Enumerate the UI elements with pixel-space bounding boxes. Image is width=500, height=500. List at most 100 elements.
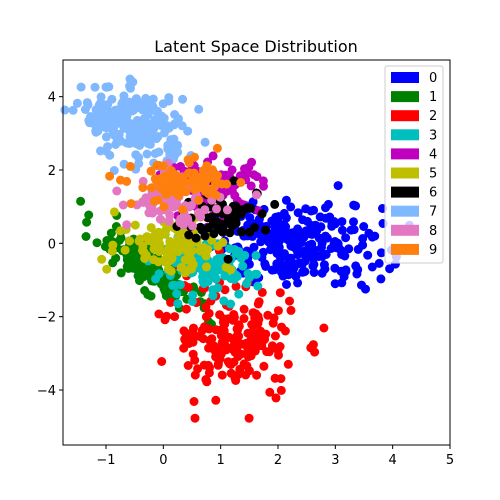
data-point: [219, 296, 229, 306]
data-point: [221, 262, 231, 272]
scatter-points: [60, 74, 414, 423]
data-point: [146, 291, 156, 301]
data-point: [159, 128, 169, 138]
data-point: [116, 268, 126, 278]
data-point: [187, 246, 197, 256]
data-point: [326, 244, 336, 253]
legend-swatch: [391, 224, 419, 236]
data-point: [101, 146, 111, 156]
data-point: [178, 94, 188, 104]
data-point: [138, 183, 148, 193]
data-point: [76, 196, 86, 206]
y-tick-label: −4: [37, 384, 56, 399]
data-point: [193, 364, 203, 374]
data-point: [152, 134, 161, 144]
data-point: [195, 172, 205, 182]
data-point: [376, 248, 386, 258]
data-point: [147, 183, 157, 193]
data-point: [164, 172, 174, 182]
data-point: [133, 120, 143, 130]
data-point: [179, 220, 188, 230]
data-point: [102, 264, 112, 274]
data-point: [174, 189, 184, 199]
data-point: [127, 257, 137, 267]
data-point: [68, 105, 78, 115]
data-point: [135, 234, 145, 244]
data-point: [253, 299, 263, 309]
data-point: [165, 210, 175, 220]
data-point: [179, 343, 189, 353]
data-point: [109, 207, 119, 217]
data-point: [353, 244, 363, 254]
data-point: [229, 312, 239, 322]
legend-swatch: [391, 148, 419, 160]
data-point: [257, 209, 267, 219]
data-point: [212, 204, 221, 214]
data-point: [229, 176, 239, 186]
data-point: [170, 312, 180, 322]
data-point: [240, 164, 249, 174]
data-point: [260, 259, 270, 269]
data-point: [199, 246, 209, 255]
data-point: [276, 385, 286, 395]
legend-label: 3: [429, 128, 437, 143]
data-point: [239, 304, 249, 314]
data-point: [164, 242, 174, 252]
data-point: [252, 190, 261, 200]
data-point: [229, 275, 239, 284]
data-point: [286, 202, 296, 212]
data-point: [312, 226, 322, 236]
data-point: [351, 201, 361, 211]
data-point: [304, 249, 313, 259]
data-point: [194, 104, 204, 114]
data-point: [235, 364, 245, 374]
data-point: [204, 368, 214, 378]
data-point: [81, 232, 91, 241]
data-point: [230, 203, 240, 213]
data-point: [283, 359, 293, 369]
data-point: [223, 217, 233, 227]
data-point: [112, 135, 122, 145]
data-point: [246, 181, 256, 191]
data-point: [252, 370, 262, 380]
data-point: [252, 172, 262, 182]
data-point: [341, 233, 351, 243]
data-point: [230, 191, 240, 201]
x-tick-label: 5: [446, 453, 454, 468]
legend-label: 6: [429, 186, 437, 201]
data-point: [126, 199, 136, 209]
y-tick-label: 0: [48, 237, 56, 252]
data-point: [194, 195, 204, 205]
data-point: [159, 280, 169, 290]
data-point: [276, 267, 286, 277]
series-7-points: [60, 74, 210, 183]
data-point: [264, 237, 274, 247]
data-point: [292, 245, 302, 255]
data-point: [173, 140, 183, 150]
data-point: [321, 203, 330, 213]
data-point: [72, 98, 82, 108]
data-point: [119, 91, 129, 101]
data-point: [154, 160, 164, 170]
data-point: [162, 311, 172, 321]
data-point: [146, 223, 156, 233]
data-point: [187, 297, 197, 306]
data-point: [293, 224, 303, 234]
data-point: [211, 395, 221, 405]
data-point: [238, 261, 248, 271]
data-point: [120, 245, 130, 255]
data-point: [207, 235, 217, 245]
data-point: [105, 171, 115, 181]
data-point: [175, 280, 185, 290]
data-point: [293, 208, 303, 218]
data-point: [251, 251, 261, 260]
legend-label: 1: [429, 90, 437, 105]
data-point: [242, 361, 252, 371]
data-point: [135, 276, 144, 286]
data-point: [367, 262, 377, 272]
data-point: [208, 291, 218, 301]
data-point: [245, 213, 255, 223]
x-axis-ticks: −1 0 1 2 3 4 5: [96, 445, 454, 468]
data-point: [183, 283, 193, 292]
data-point: [114, 110, 124, 120]
